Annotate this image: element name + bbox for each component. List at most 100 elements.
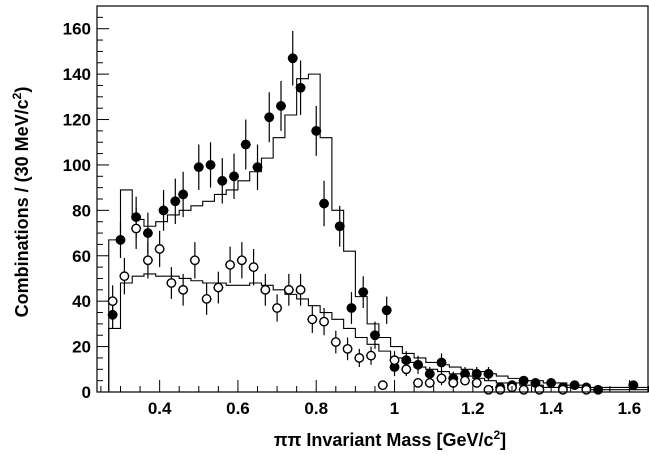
filled-marker (518, 375, 529, 386)
filled-marker (193, 162, 204, 173)
y-tick-label: 80 (72, 201, 91, 220)
open-marker (436, 373, 447, 384)
y-tick-label: 20 (72, 338, 91, 357)
open-marker (471, 378, 482, 388)
data-point (229, 153, 240, 199)
filled-marker (311, 125, 322, 136)
y-tick-label: 60 (72, 247, 91, 266)
data-point (178, 273, 189, 306)
filled-marker (276, 101, 286, 111)
data-point (178, 171, 189, 218)
filled-marker (115, 234, 126, 245)
data-point (107, 285, 118, 318)
filled-marker (628, 380, 639, 391)
open-marker (483, 384, 494, 395)
open-marker (260, 284, 271, 295)
filled-marker (229, 171, 239, 182)
y-tick-label: 40 (72, 292, 91, 311)
data-point (240, 119, 251, 170)
open-marker (319, 316, 329, 327)
open-marker (401, 364, 412, 375)
open-marker (534, 384, 545, 395)
open-marker (142, 255, 153, 266)
filled-marker (413, 359, 423, 370)
filled-marker (381, 305, 392, 316)
data-point (131, 208, 142, 249)
data-point (119, 258, 130, 295)
filled-marker (264, 112, 275, 123)
open-marker (225, 259, 236, 270)
open-marker (178, 284, 189, 295)
x-tick-label: 0.4 (148, 399, 172, 418)
data-point (272, 294, 283, 322)
filled-marker (205, 160, 216, 170)
filled-marker (252, 162, 263, 173)
filled-marker (170, 196, 181, 207)
open-marker (342, 343, 353, 354)
y-tick-label: 120 (63, 111, 91, 130)
y-axis-title-superscript: 2 (10, 92, 24, 99)
y-tick-label: 140 (63, 65, 91, 84)
open-marker (448, 378, 459, 388)
data-point (205, 142, 216, 188)
open-marker (424, 378, 435, 388)
filled-marker (334, 221, 345, 232)
open-marker (213, 282, 224, 293)
y-tick-label: 100 (63, 156, 91, 175)
filled-marker (178, 189, 189, 200)
open-marker (366, 350, 376, 361)
y-axis-ticks: 0 20 40 60 80 100 120 140 160 (63, 5, 109, 402)
open-marker (377, 380, 388, 391)
open-marker (330, 337, 341, 347)
open-marker (107, 296, 118, 307)
data-point (358, 276, 369, 308)
data-point (436, 371, 447, 386)
x-axis-ticks: 0.4 0.6 0.8 1 1.2 1.4 1.6 (100, 380, 649, 418)
data-point (413, 355, 424, 374)
data-point (436, 353, 447, 372)
data-point (295, 60, 306, 115)
data-point (401, 362, 412, 377)
histogram-layer (108, 73, 649, 392)
data-point (287, 30, 298, 86)
y-tick-label: 0 (82, 383, 91, 402)
data-point (369, 321, 380, 349)
filled-marker (358, 287, 369, 297)
open-marker (189, 255, 200, 266)
y-tick-label: 160 (63, 20, 91, 39)
data-point (158, 189, 169, 231)
filled-marker (436, 357, 447, 368)
open-marker (389, 355, 400, 366)
filled-marker (593, 384, 604, 395)
data-point (569, 380, 580, 391)
data-point (334, 205, 345, 247)
data-point (311, 105, 322, 156)
data-point (201, 283, 212, 315)
data-point (264, 92, 275, 143)
open-marker (295, 284, 306, 295)
data-point (377, 380, 388, 391)
x-axis-title: ππ Invariant Mass [GeV/c2] (274, 428, 506, 450)
filled-marker (483, 368, 494, 379)
data-point (276, 80, 286, 131)
x-axis-title-superscript: 2 (493, 428, 500, 442)
data-point (248, 248, 259, 286)
data-point (593, 384, 604, 395)
data-point (154, 230, 165, 268)
data-point (166, 267, 177, 299)
data-point (366, 346, 377, 365)
filled-marker (158, 205, 169, 216)
data-point (346, 292, 357, 324)
data-point (236, 242, 247, 279)
open-marker (557, 384, 568, 395)
filled-marker (370, 330, 380, 341)
data-point (170, 178, 181, 224)
data-point (319, 307, 330, 336)
x-tick-label: 1 (390, 399, 399, 418)
data-point (319, 180, 330, 227)
data-point (460, 375, 470, 386)
data-point (381, 296, 392, 324)
data-point (213, 271, 224, 304)
filled-marker (319, 198, 329, 209)
